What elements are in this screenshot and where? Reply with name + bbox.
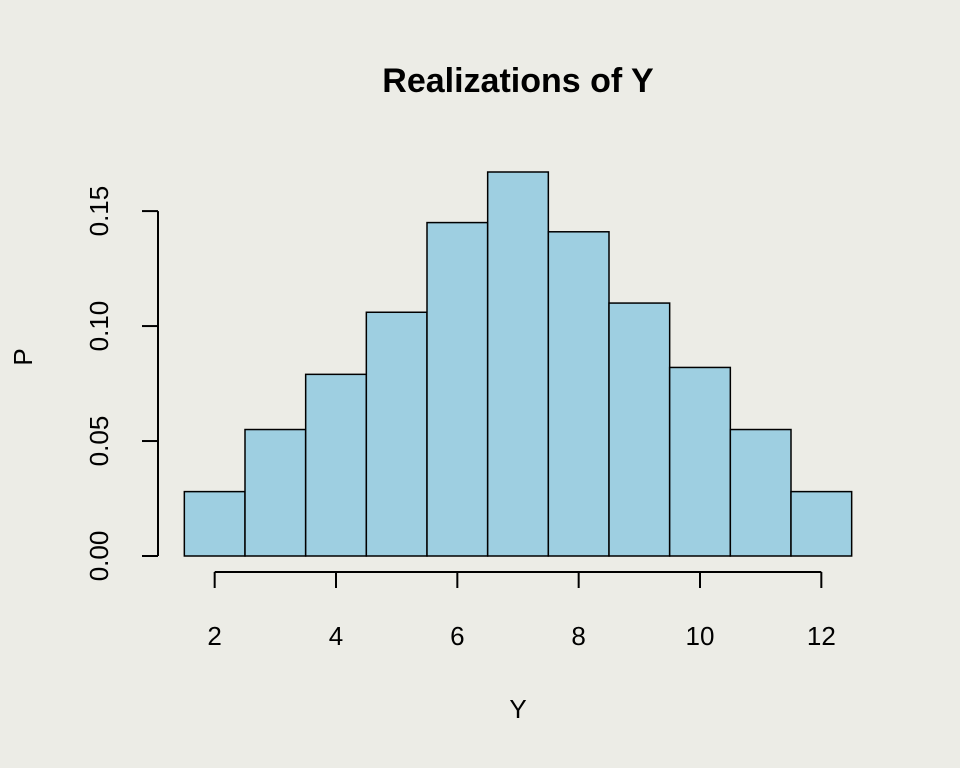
y-axis-label: P	[8, 348, 38, 365]
bars-group	[183, 171, 853, 557]
histogram-bar-6	[426, 221, 489, 557]
y-tick-label-1: 0.05	[84, 416, 114, 467]
x-axis-label: Y	[509, 694, 526, 724]
x-tick-label-2: 6	[450, 621, 464, 651]
histogram-bar-7	[486, 171, 550, 557]
chart-title: Realizations of Y	[382, 62, 654, 100]
histogram-bar-10	[668, 366, 732, 557]
x-axis: 2 4 6 8 10 12	[207, 571, 836, 651]
y-axis: 0.00 0.05 0.10 0.15	[84, 186, 159, 582]
x-tick-label-5: 12	[807, 621, 836, 651]
histogram-bar-4	[304, 373, 368, 557]
x-tick-label-3: 8	[571, 621, 585, 651]
x-tick-label-1: 4	[329, 621, 343, 651]
histogram-bar-12	[790, 490, 853, 557]
histogram-bar-9	[608, 302, 671, 557]
x-tick-label-4: 10	[686, 621, 715, 651]
histogram-bar-8	[547, 231, 610, 557]
histogram-bar-11	[729, 428, 792, 557]
y-tick-label-0: 0.00	[84, 531, 114, 582]
histogram-bar-2	[183, 490, 246, 557]
histogram-bar-5	[365, 311, 428, 557]
y-tick-label-3: 0.15	[84, 186, 114, 237]
histogram-bar-3	[244, 428, 307, 557]
x-tick-label-0: 2	[207, 621, 221, 651]
y-tick-label-2: 0.10	[84, 301, 114, 352]
